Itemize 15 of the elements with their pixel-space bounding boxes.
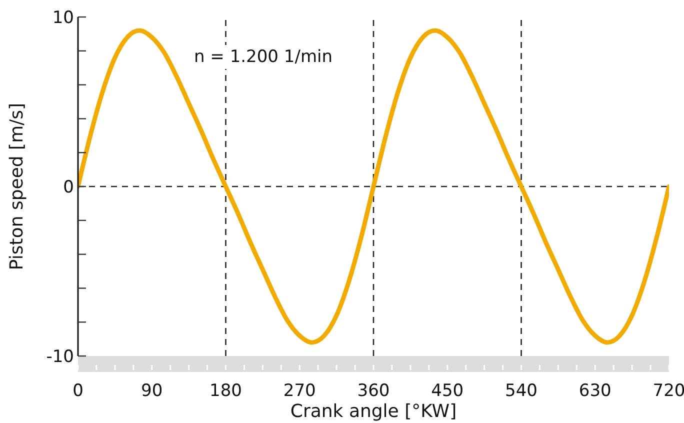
y-axis-title: Piston speed [m/s]: [6, 102, 28, 270]
x-tick-label: 450: [431, 381, 464, 401]
x-tick-label: 270: [283, 381, 316, 401]
x-tick-label: 180: [210, 381, 242, 401]
x-tick-label: 720: [652, 381, 684, 401]
line-series: [78, 28, 669, 345]
x-tick-label: 540: [505, 381, 538, 401]
y-tick-label: -10: [46, 347, 74, 367]
annotation: n = 1.200 1/min: [191, 45, 336, 69]
x-axis-title: Crank angle [°KW]: [290, 401, 457, 422]
x-tick-label: 90: [141, 381, 163, 401]
x-tick-label: 360: [357, 381, 390, 401]
y-tick-label: 0: [63, 178, 74, 198]
y-tick-label: 10: [52, 8, 74, 28]
x-tick-label: 630: [578, 381, 612, 401]
